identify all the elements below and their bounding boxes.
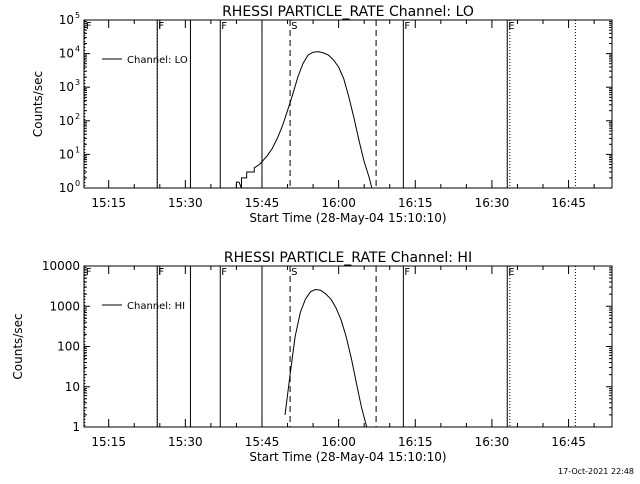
event-marker-label: S [291,21,297,32]
y-tick-label: 10000 [42,259,80,273]
data-series-line [233,51,373,189]
x-tick-label: 16:45 [551,196,586,210]
x-tick-label: 16:30 [475,435,510,449]
y-tick-label: 10 [59,13,74,27]
event-marker-label: F [404,21,410,32]
event-marker-label: F [86,267,92,278]
plot-frame [83,19,613,189]
y-tick-exponent: 2 [75,112,80,121]
x-tick-label: 16:45 [551,435,586,449]
x-tick-label: 16:00 [321,435,356,449]
x-tick-label: 16:15 [398,196,433,210]
x-tick-label: 15:15 [91,435,126,449]
y-tick-label: 10 [59,47,74,61]
y-axis-label: Counts/sec [31,71,45,137]
x-tick-label: 15:30 [168,196,203,210]
x-tick-label: 15:15 [91,196,126,210]
event-marker-label: E [508,21,514,32]
y-tick-label: 10 [59,181,74,195]
chart-title: RHESSI PARTICLE_RATE Channel: HI [224,250,472,266]
y-tick-label: 10 [65,380,80,394]
x-axis-label: Start Time (28-May-04 15:10:10) [249,211,446,225]
y-tick-exponent: 0 [75,179,80,188]
x-tick-label: 16:00 [321,196,356,210]
y-axis-label: Counts/sec [11,313,25,379]
y-tick-exponent: 5 [75,11,80,20]
event-marker-label: F [158,267,164,278]
legend-label: Channel: LO [127,55,188,66]
event-marker-label: F [404,267,410,278]
chart-panel-2: RHESSI PARTICLE_RATE Channel: HIF FF F S F E1… [11,250,613,464]
y-tick-exponent: 3 [75,78,80,87]
y-tick-exponent: 1 [75,145,80,154]
event-marker-label: F [221,267,227,278]
x-tick-label: 16:30 [475,196,510,210]
event-marker-label: F [158,21,164,32]
event-marker-label: E [508,267,514,278]
x-tick-label: 15:45 [245,435,280,449]
event-marker-label: F [158,267,164,278]
legend-label: Channel: HI [127,301,185,312]
plot-frame [83,265,613,428]
data-series-line [284,288,368,428]
y-tick-label: 1000 [49,299,80,313]
x-tick-label: 15:45 [245,196,280,210]
footer-timestamp: 17-Oct-2021 22:48 [558,467,634,476]
y-tick-label: 10 [59,114,74,128]
y-tick-label: 10 [59,147,74,161]
y-tick-exponent: 4 [75,45,80,54]
y-tick-label: 100 [57,340,80,354]
chart-title: RHESSI PARTICLE_RATE Channel: LO [222,4,474,20]
event-marker-label: S [291,267,297,278]
y-tick-label: 1 [72,420,80,434]
chart-panel-1: RHESSI PARTICLE_RATE Channel: LOF FF F S F E1… [31,4,613,225]
event-marker-label: F [221,21,227,32]
x-tick-label: 15:30 [168,435,203,449]
event-marker-label: F [158,21,164,32]
event-marker-label: F [86,21,92,32]
y-tick-label: 10 [59,80,74,94]
x-tick-label: 16:15 [398,435,433,449]
x-axis-label: Start Time (28-May-04 15:10:10) [249,450,446,464]
